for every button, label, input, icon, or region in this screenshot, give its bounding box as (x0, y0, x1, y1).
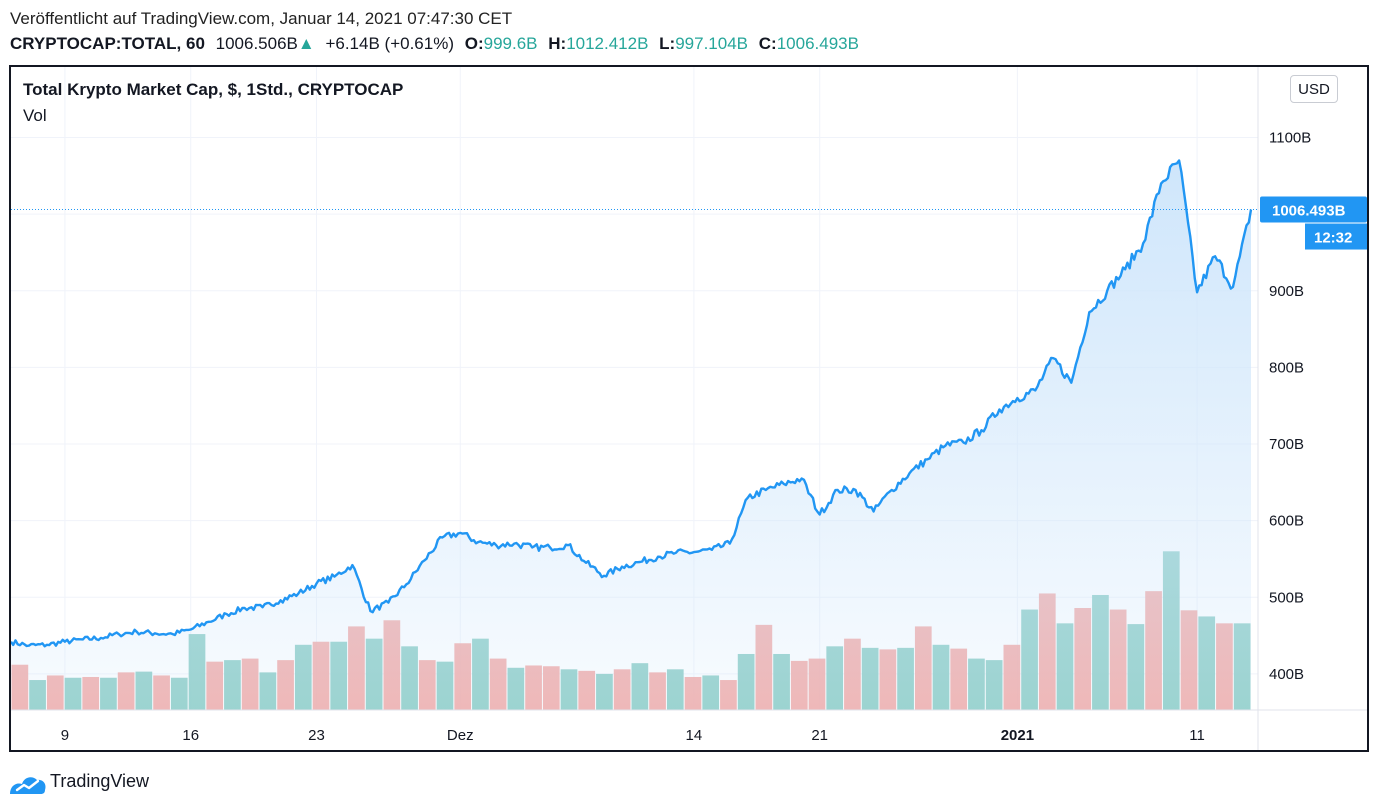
price-line (11, 159, 1253, 648)
price-area-fill (11, 160, 1251, 710)
x-tick-label: 2021 (1001, 727, 1034, 744)
footer-brand: TradingView (50, 771, 150, 791)
y-tick-label: 400B (1269, 666, 1304, 683)
y-tick-label: 800B (1269, 359, 1304, 376)
chart-legend-volume: Vol (23, 106, 47, 125)
close-value: 1006.493B (776, 34, 859, 53)
tradingview-logo-icon (10, 777, 46, 794)
last-price-label-bg (1260, 196, 1367, 223)
last-price-label-text: 1006.493B (1272, 203, 1346, 220)
y-tick-label: 1100B (1269, 130, 1311, 147)
currency-button[interactable]: USD (1290, 75, 1338, 103)
countdown-label-bg (1305, 223, 1367, 250)
countdown-label-text: 12:32 (1314, 230, 1352, 247)
high-label: H: (548, 34, 567, 53)
open-label: O: (464, 34, 484, 53)
change-value: +6.14B (+0.61%) (325, 34, 454, 53)
price-chart[interactable]: 400B 500B 600B 700B 800B 900B 1100B 9 16 23 Dez 14… (11, 67, 1367, 750)
x-tick-label: 21 (811, 727, 828, 744)
last-price: 1006.506B (215, 34, 298, 53)
low-label: L: (659, 34, 676, 53)
published-caption: Veröffentlicht auf TradingView.com, Janu… (10, 9, 513, 28)
y-tick-label: 900B (1269, 283, 1304, 300)
last-price-label: 1006.493B 12:32 (1260, 196, 1367, 250)
time-axis[interactable]: 9 16 23 Dez 14 21 2021 11 (61, 727, 1205, 744)
chart-legend-title: Total Krypto Market Cap, $, 1Std., CRYPT… (23, 80, 404, 99)
x-tick-label: 9 (61, 727, 69, 744)
close-label: C: (758, 34, 777, 53)
x-tick-label: 16 (182, 727, 199, 744)
chart-frame (9, 65, 1369, 752)
x-tick-label: Dez (447, 727, 474, 744)
high-value: 1012.412B (566, 34, 649, 53)
y-tick-label: 600B (1269, 513, 1304, 530)
symbol-label: CRYPTOCAP:TOTAL, 60 (10, 34, 205, 53)
price-axis[interactable]: 400B 500B 600B 700B 800B 900B 1100B (1269, 130, 1311, 683)
low-value: 997.104B (675, 34, 749, 53)
x-tick-label: 23 (308, 727, 325, 744)
y-tick-label: 700B (1269, 436, 1304, 453)
x-tick-label: 11 (1189, 727, 1205, 744)
change-up-icon: ▲ (297, 34, 315, 53)
ohlc-header: CRYPTOCAP:TOTAL, 60 1006.506B▲ +6.14B (+… (10, 34, 859, 54)
y-tick-label: 500B (1269, 589, 1304, 606)
open-value: 999.6B (483, 34, 538, 53)
x-tick-label: 14 (686, 727, 703, 744)
